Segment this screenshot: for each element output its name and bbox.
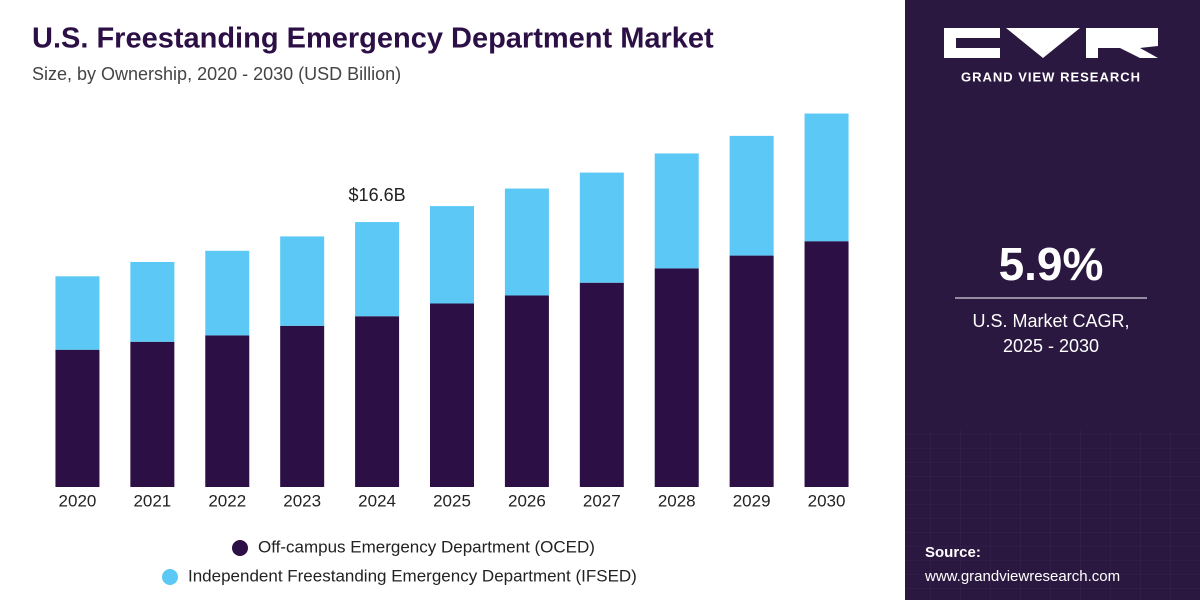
bar-segment bbox=[579, 172, 624, 283]
legend-swatch bbox=[162, 569, 178, 585]
cagr-label: U.S. Market CAGR, bbox=[972, 311, 1129, 331]
x-tick-label: 2020 bbox=[59, 491, 97, 510]
legend-label: Off-campus Emergency Department (OCED) bbox=[258, 537, 595, 556]
x-tick-label: 2027 bbox=[583, 491, 621, 510]
x-tick-label: 2021 bbox=[133, 491, 171, 510]
bar-segment bbox=[355, 316, 400, 487]
bar-segment bbox=[504, 188, 549, 296]
x-tick-label: 2030 bbox=[808, 491, 846, 510]
bar-segment bbox=[430, 303, 474, 487]
annotation: $16.6B bbox=[349, 185, 406, 205]
logo-r bbox=[1086, 28, 1158, 58]
bar-segment bbox=[654, 268, 699, 487]
source-label: Source: bbox=[925, 544, 981, 561]
x-tick-label: 2025 bbox=[433, 491, 471, 510]
legend-swatch bbox=[232, 540, 248, 556]
bar-segment bbox=[205, 250, 250, 336]
plot: 2020 2021 2022 2023 2024 2025 2026 2027 2028 2029… bbox=[55, 113, 849, 585]
bar-segment bbox=[579, 282, 624, 487]
brand-name: GRAND VIEW RESEARCH bbox=[961, 69, 1141, 84]
x-tick-label: 2024 bbox=[358, 491, 396, 510]
chart-subtitle: Size, by Ownership, 2020 - 2030 (USD Bil… bbox=[32, 64, 401, 84]
x-tick-label: 2029 bbox=[733, 491, 771, 510]
logo-g bbox=[944, 28, 1000, 58]
source-url: www.grandviewresearch.com bbox=[924, 568, 1120, 585]
bar-segment bbox=[130, 261, 175, 342]
bar-segment bbox=[55, 349, 100, 487]
sidebar-grid-decoration bbox=[905, 430, 1200, 600]
legend-label: Independent Freestanding Emergency Depar… bbox=[188, 566, 637, 585]
x-tick-label: 2022 bbox=[208, 491, 246, 510]
x-tick-label: 2028 bbox=[658, 491, 696, 510]
bar-segment bbox=[729, 135, 774, 256]
x-tick-label: 2023 bbox=[283, 491, 321, 510]
bar-segment bbox=[430, 206, 474, 304]
bar-segment bbox=[804, 241, 849, 487]
bar-segment bbox=[55, 276, 100, 350]
logo-v bbox=[1006, 28, 1080, 58]
bar-segment bbox=[504, 295, 549, 487]
chart-title: U.S. Freestanding Emergency Department M… bbox=[32, 23, 714, 55]
bar-segment bbox=[130, 341, 175, 487]
bar-segment bbox=[729, 255, 774, 487]
logo bbox=[944, 28, 1158, 58]
cagr-label: 2025 - 2030 bbox=[1003, 336, 1099, 356]
cagr-value: 5.9% bbox=[999, 238, 1104, 290]
bar-segment bbox=[280, 236, 325, 326]
bar-segment bbox=[355, 222, 400, 317]
bar-segment bbox=[804, 113, 849, 242]
bar-segment bbox=[654, 153, 699, 269]
bar-segment bbox=[205, 335, 250, 487]
x-tick-label: 2026 bbox=[508, 491, 546, 510]
bar-segment bbox=[280, 325, 325, 487]
